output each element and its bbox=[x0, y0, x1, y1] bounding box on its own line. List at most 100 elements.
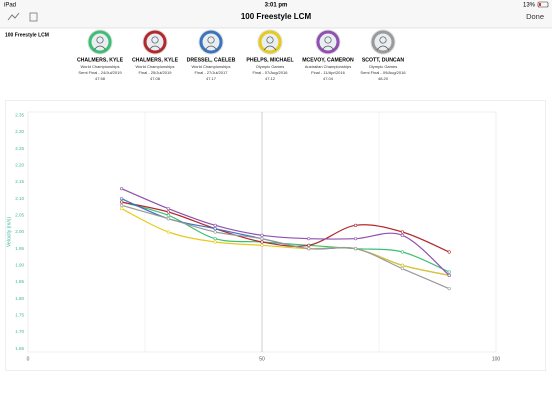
point bbox=[447, 270, 451, 274]
swimmer-event: World Championships bbox=[191, 64, 230, 69]
series-line bbox=[121, 208, 450, 276]
y-tick-label: 1.95 bbox=[15, 246, 24, 251]
avatar-body bbox=[148, 45, 162, 51]
y-tick-label: 2.30 bbox=[15, 129, 24, 134]
avatar-inner bbox=[374, 33, 392, 51]
share-icon[interactable] bbox=[29, 12, 38, 22]
swimmer-event: Olympic Games bbox=[256, 64, 284, 69]
point bbox=[307, 247, 311, 251]
swimmer-round: Semi Final - 24/Jul/2019 bbox=[78, 70, 122, 75]
point bbox=[119, 200, 124, 204]
avatar-inner bbox=[146, 33, 164, 51]
point bbox=[213, 237, 217, 241]
series-line bbox=[121, 188, 450, 276]
avatar-inner bbox=[202, 33, 220, 51]
swimmer-event: Australian Championships bbox=[305, 64, 351, 69]
y-tick-label: 1.90 bbox=[15, 263, 24, 268]
point bbox=[213, 227, 217, 231]
y-tick-label: 1.70 bbox=[15, 329, 24, 334]
point bbox=[400, 233, 405, 237]
point bbox=[354, 223, 358, 227]
avatar-body bbox=[93, 45, 107, 51]
legend-name: DRESSEL, CAELEB bbox=[187, 57, 236, 63]
swimmer-time: 47.12 bbox=[265, 76, 276, 81]
legend-name: MCEVOY, CAMERON bbox=[302, 57, 354, 63]
avatar-body bbox=[321, 45, 335, 51]
avatar-body bbox=[263, 45, 277, 51]
swimmer-time: 47.08 bbox=[150, 76, 161, 81]
legend-name: CHALMERS, KYLE bbox=[132, 57, 179, 63]
point bbox=[166, 210, 170, 214]
avatar-head bbox=[266, 36, 274, 44]
avatar-inner bbox=[261, 33, 279, 51]
point bbox=[400, 250, 405, 254]
point bbox=[260, 233, 264, 237]
swimmer-time: 47.58 bbox=[95, 76, 106, 81]
swimmer-time: 48.20 bbox=[378, 76, 389, 81]
avatar-head bbox=[151, 36, 159, 44]
avatar-head bbox=[379, 36, 387, 44]
y-tick-label: 1.65 bbox=[15, 346, 24, 351]
legend-name: CHALMERS, KYLE bbox=[77, 57, 124, 63]
y-tick-label: 2.10 bbox=[15, 196, 24, 201]
point bbox=[166, 207, 170, 211]
swimmer-event: World Championships bbox=[135, 64, 174, 69]
point bbox=[213, 240, 217, 244]
point bbox=[447, 250, 451, 254]
swimmer-round: Final - 11/Apr/2016 bbox=[311, 70, 345, 75]
point bbox=[166, 217, 170, 221]
avatar-body bbox=[204, 45, 218, 51]
point bbox=[400, 267, 405, 271]
point bbox=[354, 237, 358, 241]
chart-frame bbox=[5, 100, 546, 371]
x-tick-label: 100 bbox=[492, 356, 501, 362]
point bbox=[166, 230, 170, 234]
x-tick-label: 50 bbox=[259, 356, 265, 362]
legend-name: SCOTT, DUNCAN bbox=[362, 57, 405, 63]
nav-title: 100 Freestyle LCM bbox=[241, 12, 312, 21]
point bbox=[447, 273, 451, 277]
swimmer-round: Final - 25/Jul/2019 bbox=[139, 70, 173, 75]
top-bar bbox=[0, 0, 552, 28]
y-tick-label: 1.80 bbox=[15, 296, 24, 301]
swimmer-event: Olympic Games bbox=[369, 64, 397, 69]
point bbox=[119, 197, 124, 201]
battery-icon bbox=[537, 1, 549, 8]
point bbox=[213, 223, 217, 227]
swimmer-time: 47.17 bbox=[206, 76, 217, 81]
y-tick-label: 2.35 bbox=[15, 113, 24, 118]
y-tick-label: 1.85 bbox=[15, 279, 24, 284]
point bbox=[400, 230, 405, 234]
device-label: iPad bbox=[4, 3, 16, 9]
point bbox=[260, 240, 264, 244]
avatar-head bbox=[324, 36, 332, 44]
point bbox=[307, 237, 311, 241]
point bbox=[260, 243, 264, 247]
chart-icon[interactable] bbox=[7, 12, 20, 21]
series-line bbox=[121, 201, 450, 253]
y-axis-label: Velocity (m/s) bbox=[6, 217, 12, 247]
point bbox=[213, 230, 217, 234]
point bbox=[447, 287, 451, 291]
swimmer-round: Final - 27/Jul/2017 bbox=[195, 70, 229, 75]
avatar-head bbox=[207, 36, 215, 44]
legend-name: PHELPS, MICHAEL bbox=[246, 57, 294, 63]
point bbox=[119, 203, 124, 207]
done-button[interactable]: Done bbox=[526, 12, 544, 21]
point bbox=[119, 187, 124, 191]
x-tick-label: 0 bbox=[27, 356, 30, 362]
swimmer-event: World Championships bbox=[80, 64, 119, 69]
y-tick-label: 2.00 bbox=[15, 229, 24, 234]
point bbox=[400, 263, 405, 267]
swimmer-round: Final - 07/Aug/2016 bbox=[253, 70, 289, 75]
series-line bbox=[121, 204, 450, 290]
avatar-body bbox=[376, 45, 390, 51]
y-tick-label: 1.75 bbox=[15, 313, 24, 318]
battery-level bbox=[539, 3, 541, 6]
avatar-inner bbox=[91, 33, 109, 51]
avatar-head bbox=[96, 36, 104, 44]
clock: 3:01 pm bbox=[265, 3, 288, 9]
battery-percent: 13% bbox=[523, 3, 536, 9]
y-tick-label: 2.15 bbox=[15, 179, 24, 184]
